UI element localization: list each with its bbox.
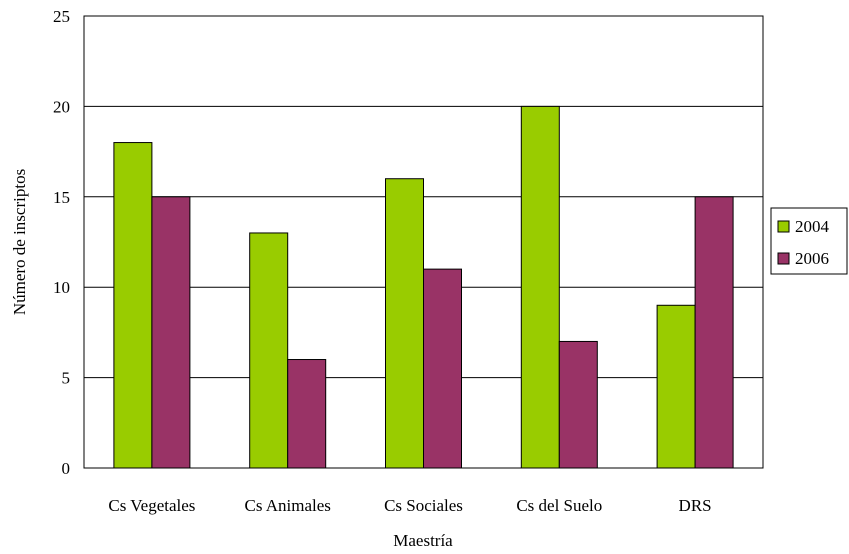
- legend-label-2004: 2004: [795, 217, 830, 236]
- bar-2004-3: [520, 105, 560, 469]
- legend-swatch-2004: [777, 220, 790, 233]
- x-tick-label: Cs del Suelo: [516, 496, 602, 515]
- legend: 2004 2006: [770, 207, 848, 275]
- y-axis-ticks: 0 5 10 15 20 25: [53, 7, 70, 478]
- x-tick-label: Cs Vegetales: [108, 496, 195, 515]
- x-axis-ticks: Cs Vegetales Cs Animales Cs Sociales Cs del…: [108, 496, 711, 515]
- bar-2006-3: [558, 340, 598, 469]
- legend-swatch-2006: [777, 252, 790, 265]
- bar-2006-2: [423, 268, 462, 469]
- x-tick-label: Cs Animales: [244, 496, 330, 515]
- y-axis-label: Número de inscriptos: [10, 169, 29, 315]
- bar-2004-0: [113, 142, 153, 469]
- bars: [113, 105, 734, 469]
- x-tick-label: DRS: [679, 496, 712, 515]
- bar-2004-2: [385, 178, 424, 469]
- y-tick-label: 15: [53, 188, 70, 207]
- legend-label-2006: 2006: [795, 249, 829, 268]
- bar-2006-0: [151, 196, 191, 469]
- bar-2004-4: [656, 304, 696, 469]
- bar-2006-4: [694, 196, 734, 469]
- bar-2006-1: [287, 359, 327, 469]
- y-tick-label: 5: [62, 369, 71, 388]
- y-tick-label: 25: [53, 7, 70, 26]
- y-tick-label: 10: [53, 278, 70, 297]
- bar-2004-1: [249, 232, 289, 469]
- plot-area-frame: [83, 15, 764, 469]
- x-tick-label: Cs Sociales: [384, 496, 463, 515]
- y-tick-label: 20: [53, 97, 70, 116]
- y-tick-label: 0: [62, 459, 71, 478]
- x-axis-label: Maestría: [393, 531, 453, 550]
